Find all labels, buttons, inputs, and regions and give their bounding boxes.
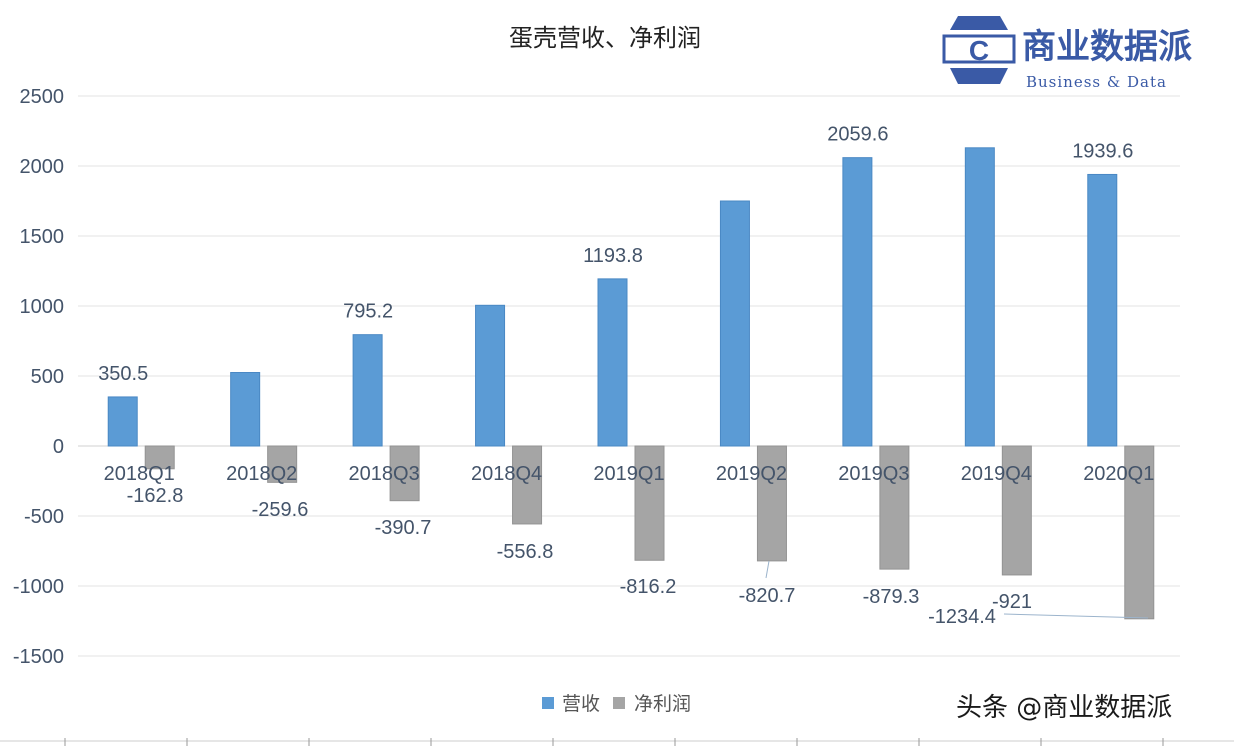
- y-tick-label: 2500: [20, 86, 65, 108]
- revenue-bar: [597, 278, 628, 447]
- net-profit-data-label: -879.3: [863, 586, 920, 608]
- chart-title: 蛋壳营收、净利润: [509, 24, 701, 52]
- legend-swatch-net-profit: [613, 697, 625, 709]
- revenue-bar: [230, 372, 261, 447]
- revenue-bar: [842, 157, 873, 447]
- revenue-bar: [352, 334, 383, 447]
- y-tick-label: 500: [31, 366, 64, 388]
- net-profit-bar: [389, 445, 420, 502]
- net-profit-bar: [1124, 445, 1155, 620]
- grid-lines: [78, 95, 1180, 657]
- y-tick-label: -1500: [13, 646, 64, 668]
- y-axis: 2500 2000 1500 1000 500 0 -500 -1000 -1500: [13, 86, 64, 668]
- net-profit-bar: [512, 445, 543, 525]
- revenue-bar: [1087, 173, 1118, 447]
- revenue-data-label: 1193.8: [583, 245, 643, 267]
- legend-label-revenue: 营收: [562, 693, 600, 715]
- y-tick-label: 2000: [20, 156, 65, 178]
- revenue-bar: [107, 396, 138, 447]
- net-profit-bar: [1001, 445, 1032, 576]
- revenue-bar: [475, 304, 506, 447]
- revenue-bar: [964, 147, 995, 447]
- revenue-data-label: 1939.6: [1072, 140, 1133, 162]
- y-tick-label: 0: [53, 436, 64, 458]
- net-profit-bar: [267, 445, 298, 483]
- net-profit-bar: [144, 445, 175, 470]
- x-tick-label: 2019Q4: [961, 463, 1032, 485]
- x-tick-label: 2018Q3: [349, 463, 420, 485]
- net-profit-data-label: -1234.4: [928, 606, 996, 628]
- logo-name-en: Business & Data: [1026, 73, 1167, 91]
- revenue-data-label: 350.5: [98, 363, 148, 385]
- bars: [107, 147, 1155, 620]
- y-tick-label: -1000: [13, 576, 64, 598]
- revenue-bar: [719, 200, 750, 447]
- legend-swatch-revenue: [542, 697, 554, 709]
- x-tick-label: 2018Q4: [471, 463, 542, 485]
- net-profit-data-label: -921: [992, 591, 1032, 613]
- net-profit-data-label: -820.7: [739, 585, 796, 607]
- net-profit-data-label: -259.6: [252, 499, 309, 521]
- x-tick-label: 2019Q3: [838, 463, 909, 485]
- logo-emblem-icon: [942, 16, 1016, 84]
- net-profit-data-label: -162.8: [127, 485, 184, 507]
- bottom-ticks: [0, 738, 1234, 746]
- legend: 营收 净利润: [542, 693, 691, 715]
- logo-letter: C: [969, 35, 989, 66]
- logo-name-cn: 商业数据派: [1022, 27, 1192, 67]
- x-tick-label: 2018Q2: [226, 463, 297, 485]
- net-profit-bar: [756, 445, 787, 562]
- y-tick-label: 1500: [20, 226, 65, 248]
- net-profit-data-label: -390.7: [375, 517, 432, 539]
- net-profit-bar: [879, 445, 910, 570]
- revenue-data-label: 795.2: [343, 301, 393, 323]
- leader-line: [1003, 613, 1149, 619]
- net-profit-data-label: -556.8: [497, 541, 554, 563]
- leader-line: [765, 560, 770, 579]
- x-axis: 2018Q1 2018Q2 2018Q3 2018Q4 2019Q1 2019Q2 2019…: [104, 463, 1155, 485]
- legend-label-net-profit: 净利润: [634, 693, 691, 715]
- net-profit-data-label: -816.2: [620, 576, 677, 598]
- watermark: 头条 @商业数据派: [956, 693, 1172, 723]
- x-tick-label: 2019Q1: [593, 463, 664, 485]
- net-profit-bar: [634, 445, 665, 561]
- x-tick-label: 2018Q1: [104, 463, 175, 485]
- brand-logo: C 商业数据派 Business & Data: [942, 16, 1192, 91]
- x-tick-label: 2020Q1: [1083, 463, 1154, 485]
- revenue-data-label: 2059.6: [827, 124, 888, 146]
- data-labels: 350.5 795.2 1193.8 2059.6 1939.6 -162.8 -259.6…: [98, 124, 1149, 628]
- y-tick-label: 1000: [20, 296, 65, 318]
- x-tick-label: 2019Q2: [716, 463, 787, 485]
- y-tick-label: -500: [24, 506, 64, 528]
